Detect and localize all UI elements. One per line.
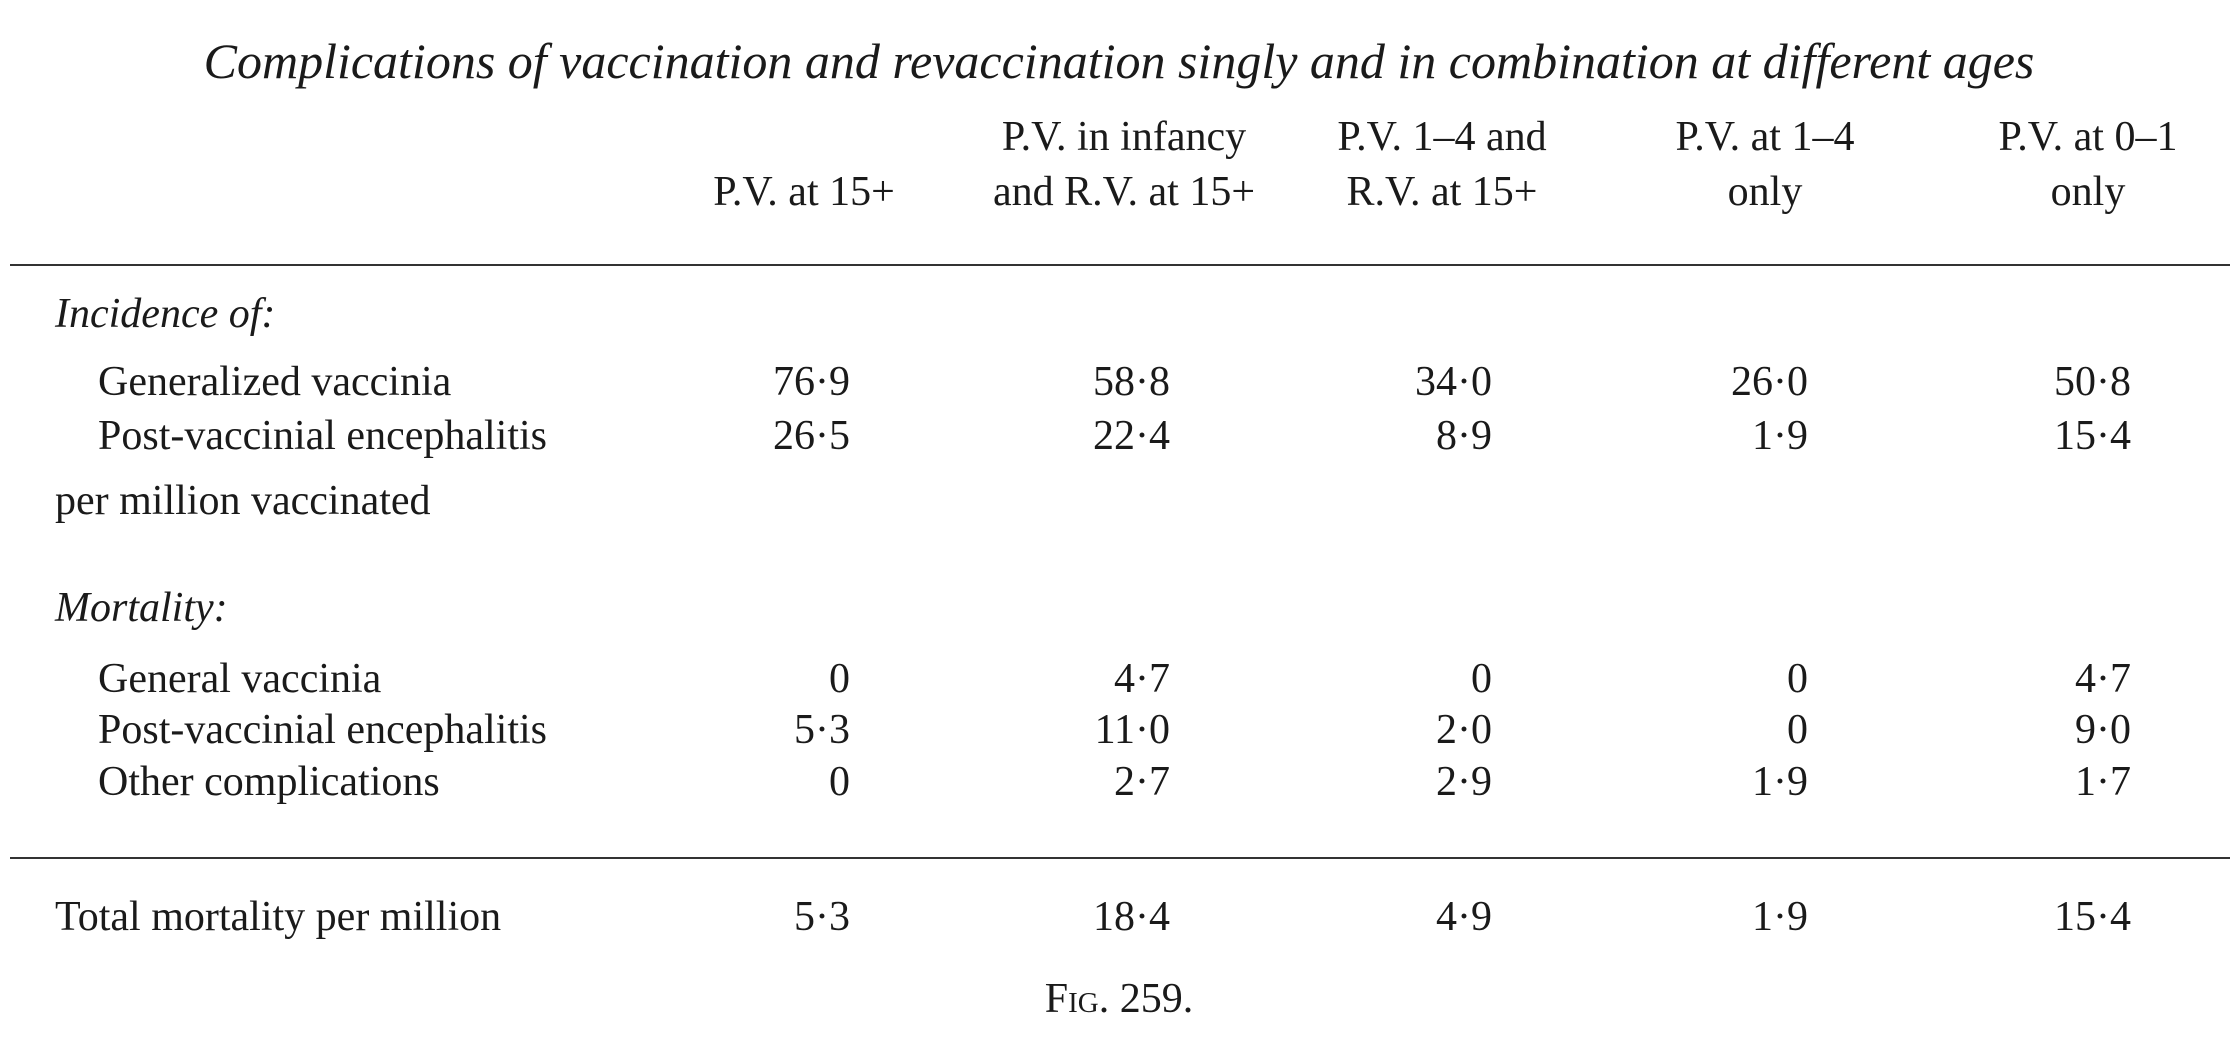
cell: 4·7	[2075, 656, 2131, 702]
title: Complications of vaccination and revacci…	[204, 33, 2035, 89]
total-cell: 1·9	[1752, 894, 1808, 940]
row-label: General vaccinia	[98, 656, 382, 702]
section-heading: Mortality:	[54, 585, 228, 631]
total-cell: 18·4	[1093, 894, 1170, 940]
cell: 1·9	[1752, 759, 1808, 805]
row-label: Other complications	[98, 759, 440, 805]
cell: 9·0	[2075, 707, 2131, 753]
column-header: P.V. at 0–1	[1999, 114, 2178, 160]
cell: 76·9	[773, 359, 850, 405]
total-label: Total mortality per million	[55, 894, 501, 940]
column-header: P.V. in infancy	[1002, 114, 1246, 160]
cell: 26·0	[1731, 359, 1808, 405]
cell: 11·0	[1095, 707, 1170, 753]
total-cell: 5·3	[794, 894, 850, 940]
column-header: only	[1728, 169, 1803, 215]
cell: 58·8	[1093, 359, 1170, 405]
cell: 1·7	[2075, 759, 2131, 805]
cell: 22·4	[1093, 413, 1170, 459]
cell: 8·9	[1436, 413, 1492, 459]
cell: 5·3	[794, 707, 850, 753]
cell: 2·7	[1114, 759, 1170, 805]
section-heading: Incidence of:	[54, 291, 275, 337]
column-header: only	[2051, 169, 2126, 215]
cell: 26·5	[773, 413, 850, 459]
total-cell: 15·4	[2054, 894, 2131, 940]
cell: 50·8	[2054, 359, 2131, 405]
column-header: R.V. at 15+	[1347, 169, 1538, 215]
cell: 0	[1787, 707, 1808, 753]
total-cell: 4·9	[1436, 894, 1492, 940]
cell: 34·0	[1415, 359, 1492, 405]
cell: 1·9	[1752, 413, 1808, 459]
column-header: and R.V. at 15+	[993, 169, 1255, 215]
row-label: Post-vaccinial encephalitis	[98, 413, 547, 459]
cell: 0	[829, 656, 850, 702]
column-header: P.V. at 1–4	[1676, 114, 1855, 160]
cell: 0	[1787, 656, 1808, 702]
caption: Fig. 259.	[1045, 976, 1193, 1022]
column-header: P.V. 1–4 and	[1337, 114, 1546, 160]
cell: 15·4	[2054, 413, 2131, 459]
cell: 0	[1471, 656, 1492, 702]
column-header: P.V. at 15+	[713, 169, 895, 215]
cell: 4·7	[1114, 656, 1170, 702]
row-label: Generalized vaccinia	[98, 359, 452, 405]
note: per million vaccinated	[55, 478, 431, 524]
cell: 2·9	[1436, 759, 1492, 805]
cell: 2·0	[1436, 707, 1492, 753]
row-label: Post-vaccinial encephalitis	[98, 707, 547, 753]
cell: 0	[829, 759, 850, 805]
